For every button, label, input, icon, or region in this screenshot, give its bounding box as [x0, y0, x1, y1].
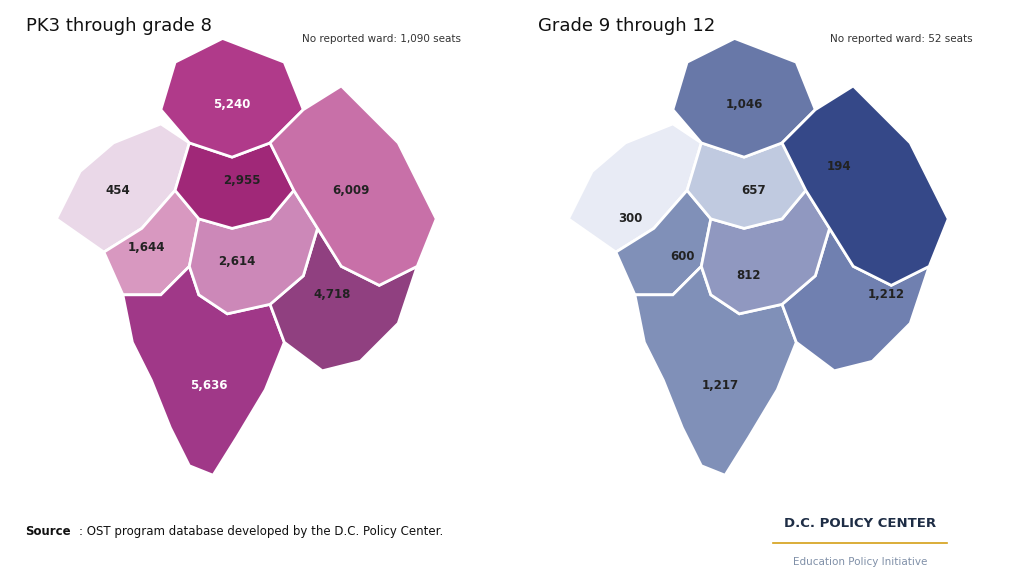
Text: 812: 812	[736, 269, 761, 283]
Text: 1,644: 1,644	[128, 241, 165, 254]
Polygon shape	[635, 266, 797, 475]
Text: No reported ward: 1,090 seats: No reported ward: 1,090 seats	[302, 34, 461, 43]
Text: 657: 657	[741, 184, 766, 197]
Polygon shape	[270, 228, 417, 371]
Polygon shape	[175, 143, 294, 228]
Text: D.C. POLICY CENTER: D.C. POLICY CENTER	[784, 517, 936, 530]
Text: 2,955: 2,955	[223, 174, 260, 188]
Text: 194: 194	[826, 160, 851, 173]
Polygon shape	[687, 143, 806, 228]
Text: Education Policy Initiative: Education Policy Initiative	[793, 558, 928, 567]
Polygon shape	[782, 86, 948, 285]
Polygon shape	[56, 124, 189, 252]
Text: 2,614: 2,614	[218, 255, 256, 268]
Text: 600: 600	[670, 250, 694, 263]
Text: 1,217: 1,217	[701, 379, 739, 391]
Text: 1,046: 1,046	[725, 98, 763, 111]
Text: 1,212: 1,212	[868, 288, 905, 301]
Text: 454: 454	[105, 184, 130, 197]
Polygon shape	[189, 190, 317, 314]
Text: Grade 9 through 12: Grade 9 through 12	[538, 17, 715, 35]
Text: 5,636: 5,636	[189, 379, 227, 391]
Polygon shape	[673, 38, 815, 157]
Text: : OST program database developed by the D.C. Policy Center.: : OST program database developed by the …	[79, 526, 443, 538]
Polygon shape	[615, 190, 711, 295]
Polygon shape	[782, 228, 929, 371]
Polygon shape	[568, 124, 701, 252]
Text: 4,718: 4,718	[313, 288, 350, 301]
Text: Source: Source	[26, 526, 72, 538]
Polygon shape	[161, 38, 303, 157]
Text: No reported ward: 52 seats: No reported ward: 52 seats	[830, 34, 973, 43]
Polygon shape	[270, 86, 436, 285]
Polygon shape	[103, 190, 199, 295]
Text: 300: 300	[617, 212, 642, 225]
Text: 6,009: 6,009	[332, 184, 370, 197]
Polygon shape	[701, 190, 829, 314]
Text: PK3 through grade 8: PK3 through grade 8	[26, 17, 212, 35]
Text: 5,240: 5,240	[213, 98, 251, 111]
Polygon shape	[123, 266, 285, 475]
